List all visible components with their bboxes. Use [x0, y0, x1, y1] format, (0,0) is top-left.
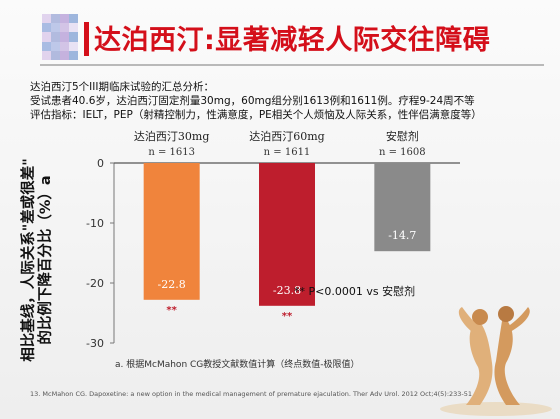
logo-mosaic-tile [51, 41, 60, 51]
bar [259, 163, 315, 306]
logo-mosaic-tile [60, 41, 69, 51]
logo-mosaic-tile [60, 32, 69, 42]
logo-mosaic-tile [42, 41, 51, 51]
y-tick-label: -20 [86, 277, 104, 290]
logo-mosaic-tile [51, 14, 60, 24]
footnote: a. 根据McMahon CG教授文献数值计算（终点数值-极限值） [115, 360, 360, 370]
category-label: 达泊西汀60mg [249, 130, 324, 143]
y-tick-label: 0 [97, 157, 104, 170]
logo-mosaic-tile [42, 50, 51, 60]
logo-mosaic-tile [60, 50, 69, 60]
bar-value-label: -23.8 [273, 284, 301, 297]
category-n-label: n = 1608 [379, 147, 426, 158]
logo-mosaic-tile [69, 23, 78, 33]
title-divider [40, 64, 544, 66]
category-label: 安慰剂 [386, 129, 419, 143]
logo-mosaic-tile [42, 23, 51, 33]
intro-line-1: 达泊西汀5个III期临床试验的汇总分析： [30, 81, 214, 93]
intro-line-3: 评估指标：IELT，PEP（射精控制力，性满意度，PE相关个人烦恼及人际关系，性… [30, 109, 482, 121]
category-n-label: n = 1613 [148, 147, 195, 158]
logo-mosaic-tile [42, 32, 51, 42]
y-tick-label: -30 [86, 337, 104, 350]
logo-mosaic-tile [69, 41, 78, 51]
intro-text: 达泊西汀5个III期临床试验的汇总分析： 受试患者40.6岁，达泊西汀固定剂量3… [30, 80, 482, 122]
slide-title: 达泊西汀:显著减轻人际交往障碍 [94, 25, 491, 56]
logo-mosaic-tile [51, 23, 60, 33]
couple-figure-image [440, 306, 552, 416]
significance-note: ** P<0.0001 vs 安慰剂 [294, 285, 416, 298]
reference: 13. McMahon CG. Dapoxetine: a new option… [30, 390, 473, 398]
logo-mosaic-tile [69, 14, 78, 24]
title-accent-bar [84, 22, 89, 56]
category-label: 达泊西汀30mg [134, 130, 209, 143]
logo-mosaic-tile [42, 14, 51, 24]
logo-mosaic-tile [51, 32, 60, 42]
bar [143, 163, 200, 300]
y-tick-label: -10 [86, 217, 104, 230]
intro-line-2: 受试患者40.6岁，达泊西汀固定剂量30mg，60mg组分别1613例和1611… [30, 95, 475, 107]
significance-mark: ** [282, 311, 293, 322]
significance-mark: ** [166, 305, 177, 316]
logo-mosaic-tile [69, 50, 78, 60]
category-n-label: n = 1611 [264, 147, 311, 158]
bar-value-label: -14.7 [388, 229, 416, 242]
bar [374, 163, 431, 252]
logo-mosaic-tile [51, 50, 60, 60]
logo-mosaic-tile [69, 32, 78, 42]
blurred-logo [42, 14, 78, 60]
logo-mosaic-tile [60, 23, 69, 33]
logo-mosaic-tile [60, 14, 69, 24]
bar-value-label: -22.8 [158, 278, 186, 291]
